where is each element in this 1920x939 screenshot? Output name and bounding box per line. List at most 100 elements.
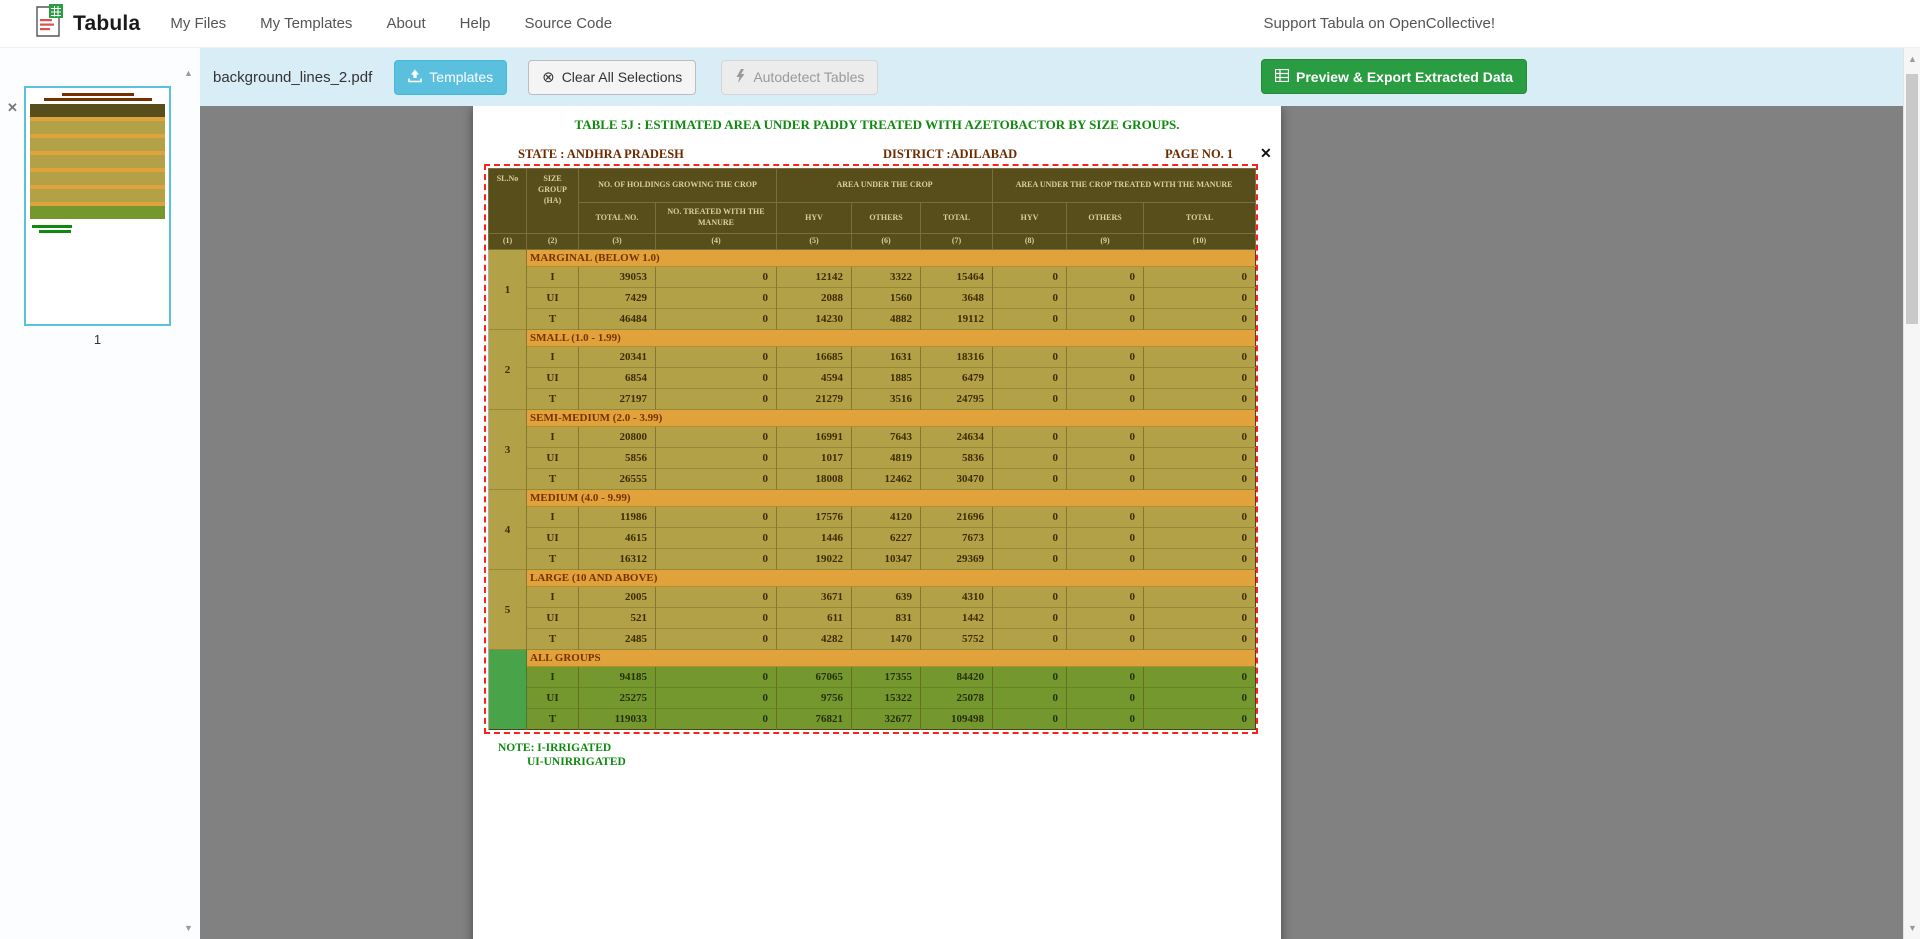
table-cell: 7643: [852, 427, 921, 448]
table-cell: 0: [1144, 347, 1256, 368]
table-cell: 0: [656, 448, 777, 469]
table-cell: T: [527, 629, 579, 650]
table-cell: 0: [656, 267, 777, 288]
table-cell: UI: [527, 288, 579, 309]
table-cell: 0: [993, 667, 1067, 688]
table-cell: 67065: [777, 667, 852, 688]
table-cell: 119033: [579, 709, 656, 730]
scroll-up-icon[interactable]: ▲: [184, 68, 193, 78]
table-cell: 1: [489, 250, 527, 330]
table-cell: 1442: [921, 608, 993, 629]
table-cell: (8): [993, 234, 1067, 250]
scroll-down-icon[interactable]: ▼: [184, 923, 193, 933]
table-cell: 0: [993, 549, 1067, 570]
page-sidebar: ✕ 1 ▲ ▼: [0, 48, 200, 939]
table-cell: 32677: [852, 709, 921, 730]
table-cell: 29369: [921, 549, 993, 570]
table-cell: 3671: [777, 587, 852, 608]
table-cell: T: [527, 709, 579, 730]
scrollbar-down-icon[interactable]: ▼: [1904, 923, 1920, 933]
vertical-scrollbar[interactable]: ▲ ▼: [1903, 48, 1920, 939]
table-icon: [1275, 69, 1289, 85]
table-cell: 25078: [921, 688, 993, 709]
table-cell: 20341: [579, 347, 656, 368]
page-thumbnail[interactable]: [24, 86, 171, 326]
scrollbar-thumb[interactable]: [1906, 74, 1918, 324]
table-cell: 0: [656, 709, 777, 730]
table-cell: LARGE (10 AND ABOVE): [527, 570, 1256, 587]
table-cell: 521: [579, 608, 656, 629]
table-cell: 2: [489, 330, 527, 410]
table-cell: 0: [656, 347, 777, 368]
table-cell: 10347: [852, 549, 921, 570]
table-cell: 0: [993, 389, 1067, 410]
table-cell: 0: [1144, 608, 1256, 629]
table-cell: 0: [1144, 427, 1256, 448]
table-cell: 3322: [852, 267, 921, 288]
selection-close-icon[interactable]: ✕: [1260, 146, 1272, 160]
table-cell: 16991: [777, 427, 852, 448]
table-cell: 25275: [579, 688, 656, 709]
brand[interactable]: Tabula: [34, 4, 140, 43]
nav-about[interactable]: About: [386, 15, 425, 32]
table-cell: 4: [489, 490, 527, 570]
nav-help[interactable]: Help: [460, 15, 491, 32]
remove-circle-icon: ⊗: [542, 70, 555, 85]
table-cell: AREA UNDER THE CROP: [777, 169, 993, 203]
table-cell: 21696: [921, 507, 993, 528]
clear-all-selections-button[interactable]: ⊗ Clear All Selections: [528, 60, 696, 95]
close-icon[interactable]: ✕: [7, 100, 18, 116]
nav-my-templates[interactable]: My Templates: [260, 15, 352, 32]
pdf-page[interactable]: TABLE 5J : ESTIMATED AREA UNDER PADDY TR…: [473, 106, 1281, 939]
scrollbar-up-icon[interactable]: ▲: [1904, 54, 1920, 64]
table-cell: 0: [656, 688, 777, 709]
table-cell: 24634: [921, 427, 993, 448]
table-cell: 0: [993, 608, 1067, 629]
table-cell: 0: [656, 309, 777, 330]
table-cell: 27197: [579, 389, 656, 410]
table-cell: NO. OF HOLDINGS GROWING THE CROP: [579, 169, 777, 203]
table-cell: 4282: [777, 629, 852, 650]
table-cell: 0: [656, 629, 777, 650]
autodetect-tables-button[interactable]: Autodetect Tables: [721, 60, 878, 95]
support-link[interactable]: Support Tabula on OpenCollective!: [1263, 15, 1495, 32]
table-cell: 0: [1144, 549, 1256, 570]
table-cell: 18316: [921, 347, 993, 368]
table-cell: 3516: [852, 389, 921, 410]
table-cell: 0: [1144, 389, 1256, 410]
table-cell: 0: [993, 587, 1067, 608]
table-cell: 0: [1067, 347, 1144, 368]
table-cell: 17576: [777, 507, 852, 528]
table-cell: HYV: [777, 203, 852, 234]
table-cell: 0: [1067, 528, 1144, 549]
table-cell: T: [527, 389, 579, 410]
navbar: Tabula My Files My Templates About Help …: [0, 0, 1920, 48]
table-cell: SEMI-MEDIUM (2.0 - 3.99): [527, 410, 1256, 427]
table-cell: 0: [1144, 288, 1256, 309]
templates-button[interactable]: Templates: [394, 60, 507, 95]
table-cell: 12462: [852, 469, 921, 490]
table-cell: 0: [1067, 587, 1144, 608]
table-cell: 76821: [777, 709, 852, 730]
table-cell: 0: [656, 587, 777, 608]
table-cell: 16312: [579, 549, 656, 570]
table-cell: 2485: [579, 629, 656, 650]
table-cell: 0: [1067, 288, 1144, 309]
table-cell: 0: [656, 368, 777, 389]
brand-title: Tabula: [73, 12, 140, 36]
nav-my-files[interactable]: My Files: [170, 15, 226, 32]
preview-export-button[interactable]: Preview & Export Extracted Data: [1261, 59, 1527, 94]
district-label: DISTRICT :ADILABAD: [883, 147, 1017, 162]
table-cell: 5856: [579, 448, 656, 469]
table-cell: 1560: [852, 288, 921, 309]
table-cell: MEDIUM (4.0 - 9.99): [527, 490, 1256, 507]
table-cell: 0: [656, 507, 777, 528]
table-cell: AREA UNDER THE CROP TREATED WITH THE MAN…: [993, 169, 1256, 203]
table-cell: TOTAL: [921, 203, 993, 234]
table-cell: 4819: [852, 448, 921, 469]
table-cell: I: [527, 507, 579, 528]
nav-source-code[interactable]: Source Code: [525, 15, 613, 32]
thumb-title-bar: [62, 93, 134, 96]
table-cell: 0: [993, 629, 1067, 650]
table-cell: OTHERS: [852, 203, 921, 234]
